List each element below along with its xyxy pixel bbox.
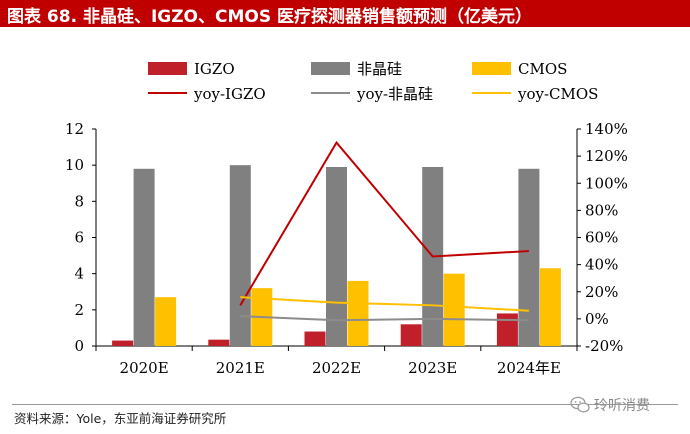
left-tick-label: 6 <box>74 229 84 247</box>
legend-label: CMOS <box>518 60 567 78</box>
title-bar: 图表 68. 非晶硅、IGZO、CMOS 医疗探测器销售额预测（亿美元） <box>0 0 690 27</box>
x-tick-label: 2021E <box>216 359 265 377</box>
x-tick-label: 2023E <box>408 359 457 377</box>
left-tick-label: 8 <box>74 192 84 210</box>
left-tick-label: 0 <box>74 337 84 355</box>
bar-CMOS <box>347 280 369 346</box>
bar-IGZO <box>496 313 518 346</box>
bar-CMOS <box>443 273 465 346</box>
right-tick-label: 120% <box>585 147 628 165</box>
x-tick-label: 2024年E <box>497 359 561 377</box>
bar-CMOS <box>539 268 561 346</box>
right-tick-label: 140% <box>585 120 628 138</box>
watermark: 玲听消费 <box>570 395 650 415</box>
legend-label: IGZO <box>194 60 235 78</box>
chart: 0 2 4 6 8 10 12 -20% 0% 20% 40% 60% 80% 100% 120% 140% 2… <box>65 60 628 377</box>
right-tick-label: 60% <box>585 229 618 247</box>
right-tick-label: 80% <box>585 201 618 219</box>
footer-divider <box>12 404 678 405</box>
legend-label: yoy-IGZO <box>193 85 266 103</box>
wechat-icon <box>570 396 590 413</box>
bar-非晶硅 <box>229 165 251 346</box>
right-tick-label: 20% <box>585 283 618 301</box>
legend-label: yoy-非晶硅 <box>356 85 433 103</box>
figure-title: 图表 68. 非晶硅、IGZO、CMOS 医疗探测器销售额预测（亿美元） <box>7 7 533 27</box>
source-note: 资料来源：Yole，东亚前海证券研究所 <box>14 411 227 426</box>
x-tick-label: 2020E <box>120 359 169 377</box>
bar-非晶硅 <box>518 168 540 346</box>
legend-label: 非晶硅 <box>357 60 402 78</box>
bar-CMOS <box>155 297 177 346</box>
bar-非晶硅 <box>326 166 347 346</box>
left-tick-label: 2 <box>74 301 84 319</box>
legend-swatch-CMOS <box>472 62 511 75</box>
watermark-text: 玲听消费 <box>594 398 650 414</box>
legend-label: yoy-CMOS <box>517 85 598 103</box>
bar-IGZO <box>304 331 326 346</box>
left-tick-label: 4 <box>74 265 84 283</box>
bar-IGZO <box>400 324 422 346</box>
left-tick-label: 10 <box>65 156 84 174</box>
legend-swatch-非晶硅 <box>311 62 350 75</box>
line-yoy-IGZO <box>239 140 529 306</box>
right-tick-label: 100% <box>585 174 628 192</box>
bar-IGZO <box>112 340 134 346</box>
bar-非晶硅 <box>133 168 155 346</box>
legend-swatch-IGZO <box>148 62 187 75</box>
left-tick-label: 12 <box>65 120 84 138</box>
right-tick-label: 0% <box>585 310 609 328</box>
x-tick-label: 2022E <box>312 359 361 377</box>
line-yoy-CMOS <box>240 296 529 312</box>
line-yoy-非晶硅 <box>240 315 529 322</box>
right-tick-label: -20% <box>585 337 623 355</box>
right-tick-label: 40% <box>585 256 618 274</box>
bar-IGZO <box>208 339 230 346</box>
